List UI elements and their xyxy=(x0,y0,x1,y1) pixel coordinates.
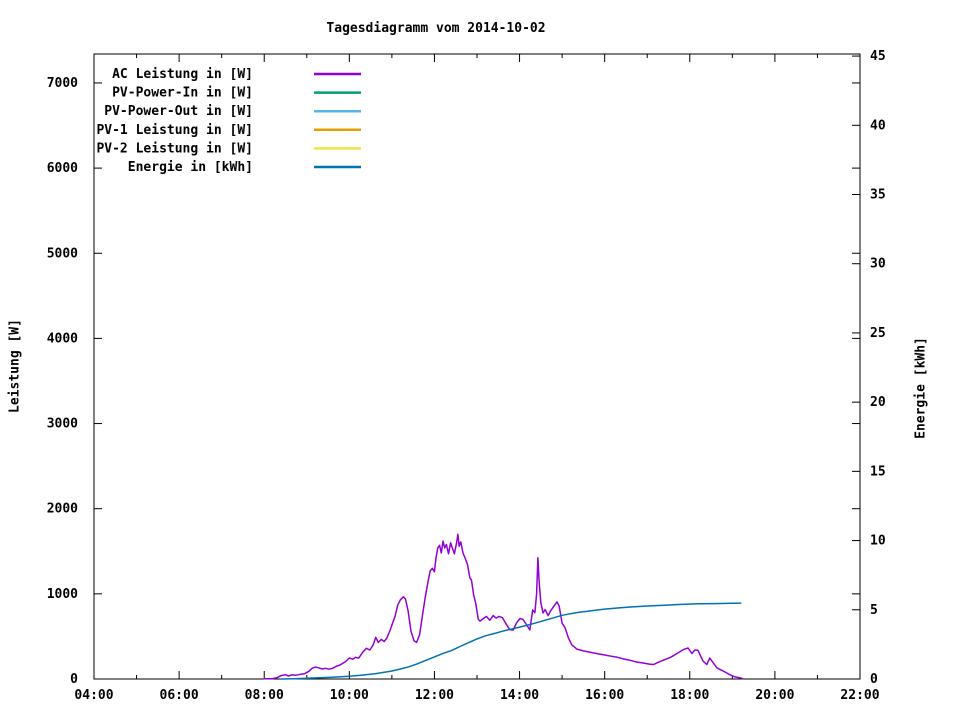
y-right-tick-label: 30 xyxy=(870,257,886,272)
chart-title: Tagesdiagramm vom 2014-10-02 xyxy=(326,21,546,36)
series-ac-leistung-in-w xyxy=(263,533,744,680)
y-right-tick-label: 0 xyxy=(870,672,878,687)
x-tick-label: 14:00 xyxy=(500,688,539,703)
y-left-tick-label: 6000 xyxy=(47,161,78,176)
x-tick-label: 04:00 xyxy=(74,688,113,703)
legend-label-energie-in-kwh: Energie in [kWh] xyxy=(128,160,253,175)
x-tick-label: 20:00 xyxy=(755,688,794,703)
y-left-tick-label: 3000 xyxy=(47,417,78,432)
y-left-tick-label: 0 xyxy=(70,672,78,687)
y-right-tick-label: 25 xyxy=(870,326,886,341)
x-tick-label: 12:00 xyxy=(415,688,454,703)
y-left-tick-label: 7000 xyxy=(47,76,78,91)
y-right-tick-label: 5 xyxy=(870,603,878,618)
x-tick-label: 22:00 xyxy=(840,688,879,703)
y-right-tick-label: 45 xyxy=(870,49,886,64)
series-energie-in-kwh xyxy=(280,602,742,680)
y-right-tick-label: 15 xyxy=(870,464,886,479)
y-right-tick-label: 10 xyxy=(870,534,886,549)
y-left-tick-label: 2000 xyxy=(47,502,78,517)
x-tick-label: 18:00 xyxy=(670,688,709,703)
y-left-ticks: 0 1000 2000 3000 4000 5000 6000 7000 xyxy=(47,76,860,687)
y-right-tick-label: 20 xyxy=(870,395,886,410)
x-tick-label: 06:00 xyxy=(160,688,199,703)
x-tick-label: 10:00 xyxy=(330,688,369,703)
y-left-tick-label: 1000 xyxy=(47,587,78,602)
legend-label-pv-power-in-in-w: PV-Power-In in [W] xyxy=(112,86,253,101)
y-left-tick-label: 5000 xyxy=(47,246,78,261)
y-right-tick-label: 35 xyxy=(870,188,886,203)
y-right-tick-label: 40 xyxy=(870,118,886,133)
y-left-tick-label: 4000 xyxy=(47,331,78,346)
y-right-ticks: 0 5 10 15 20 25 30 35 40 45 xyxy=(852,49,886,687)
x-tick-label: 16:00 xyxy=(585,688,624,703)
legend-label-pv-1-leistung-in-w: PV-1 Leistung in [W] xyxy=(96,123,253,138)
x-axis-ticks: 04:00 06:00 08:00 10:00 12:00 14:00 16:00 18:00… xyxy=(74,54,880,703)
x-tick-label: 08:00 xyxy=(245,688,284,703)
legend-label-pv-2-leistung-in-w: PV-2 Leistung in [W] xyxy=(96,141,253,156)
legend-label-pv-power-out-in-w: PV-Power-Out in [W] xyxy=(104,104,253,119)
legend: AC Leistung in [W] PV-Power-In in [W] PV-P… xyxy=(96,67,361,175)
legend-label-ac-leistung-in-w: AC Leistung in [W] xyxy=(112,67,253,82)
